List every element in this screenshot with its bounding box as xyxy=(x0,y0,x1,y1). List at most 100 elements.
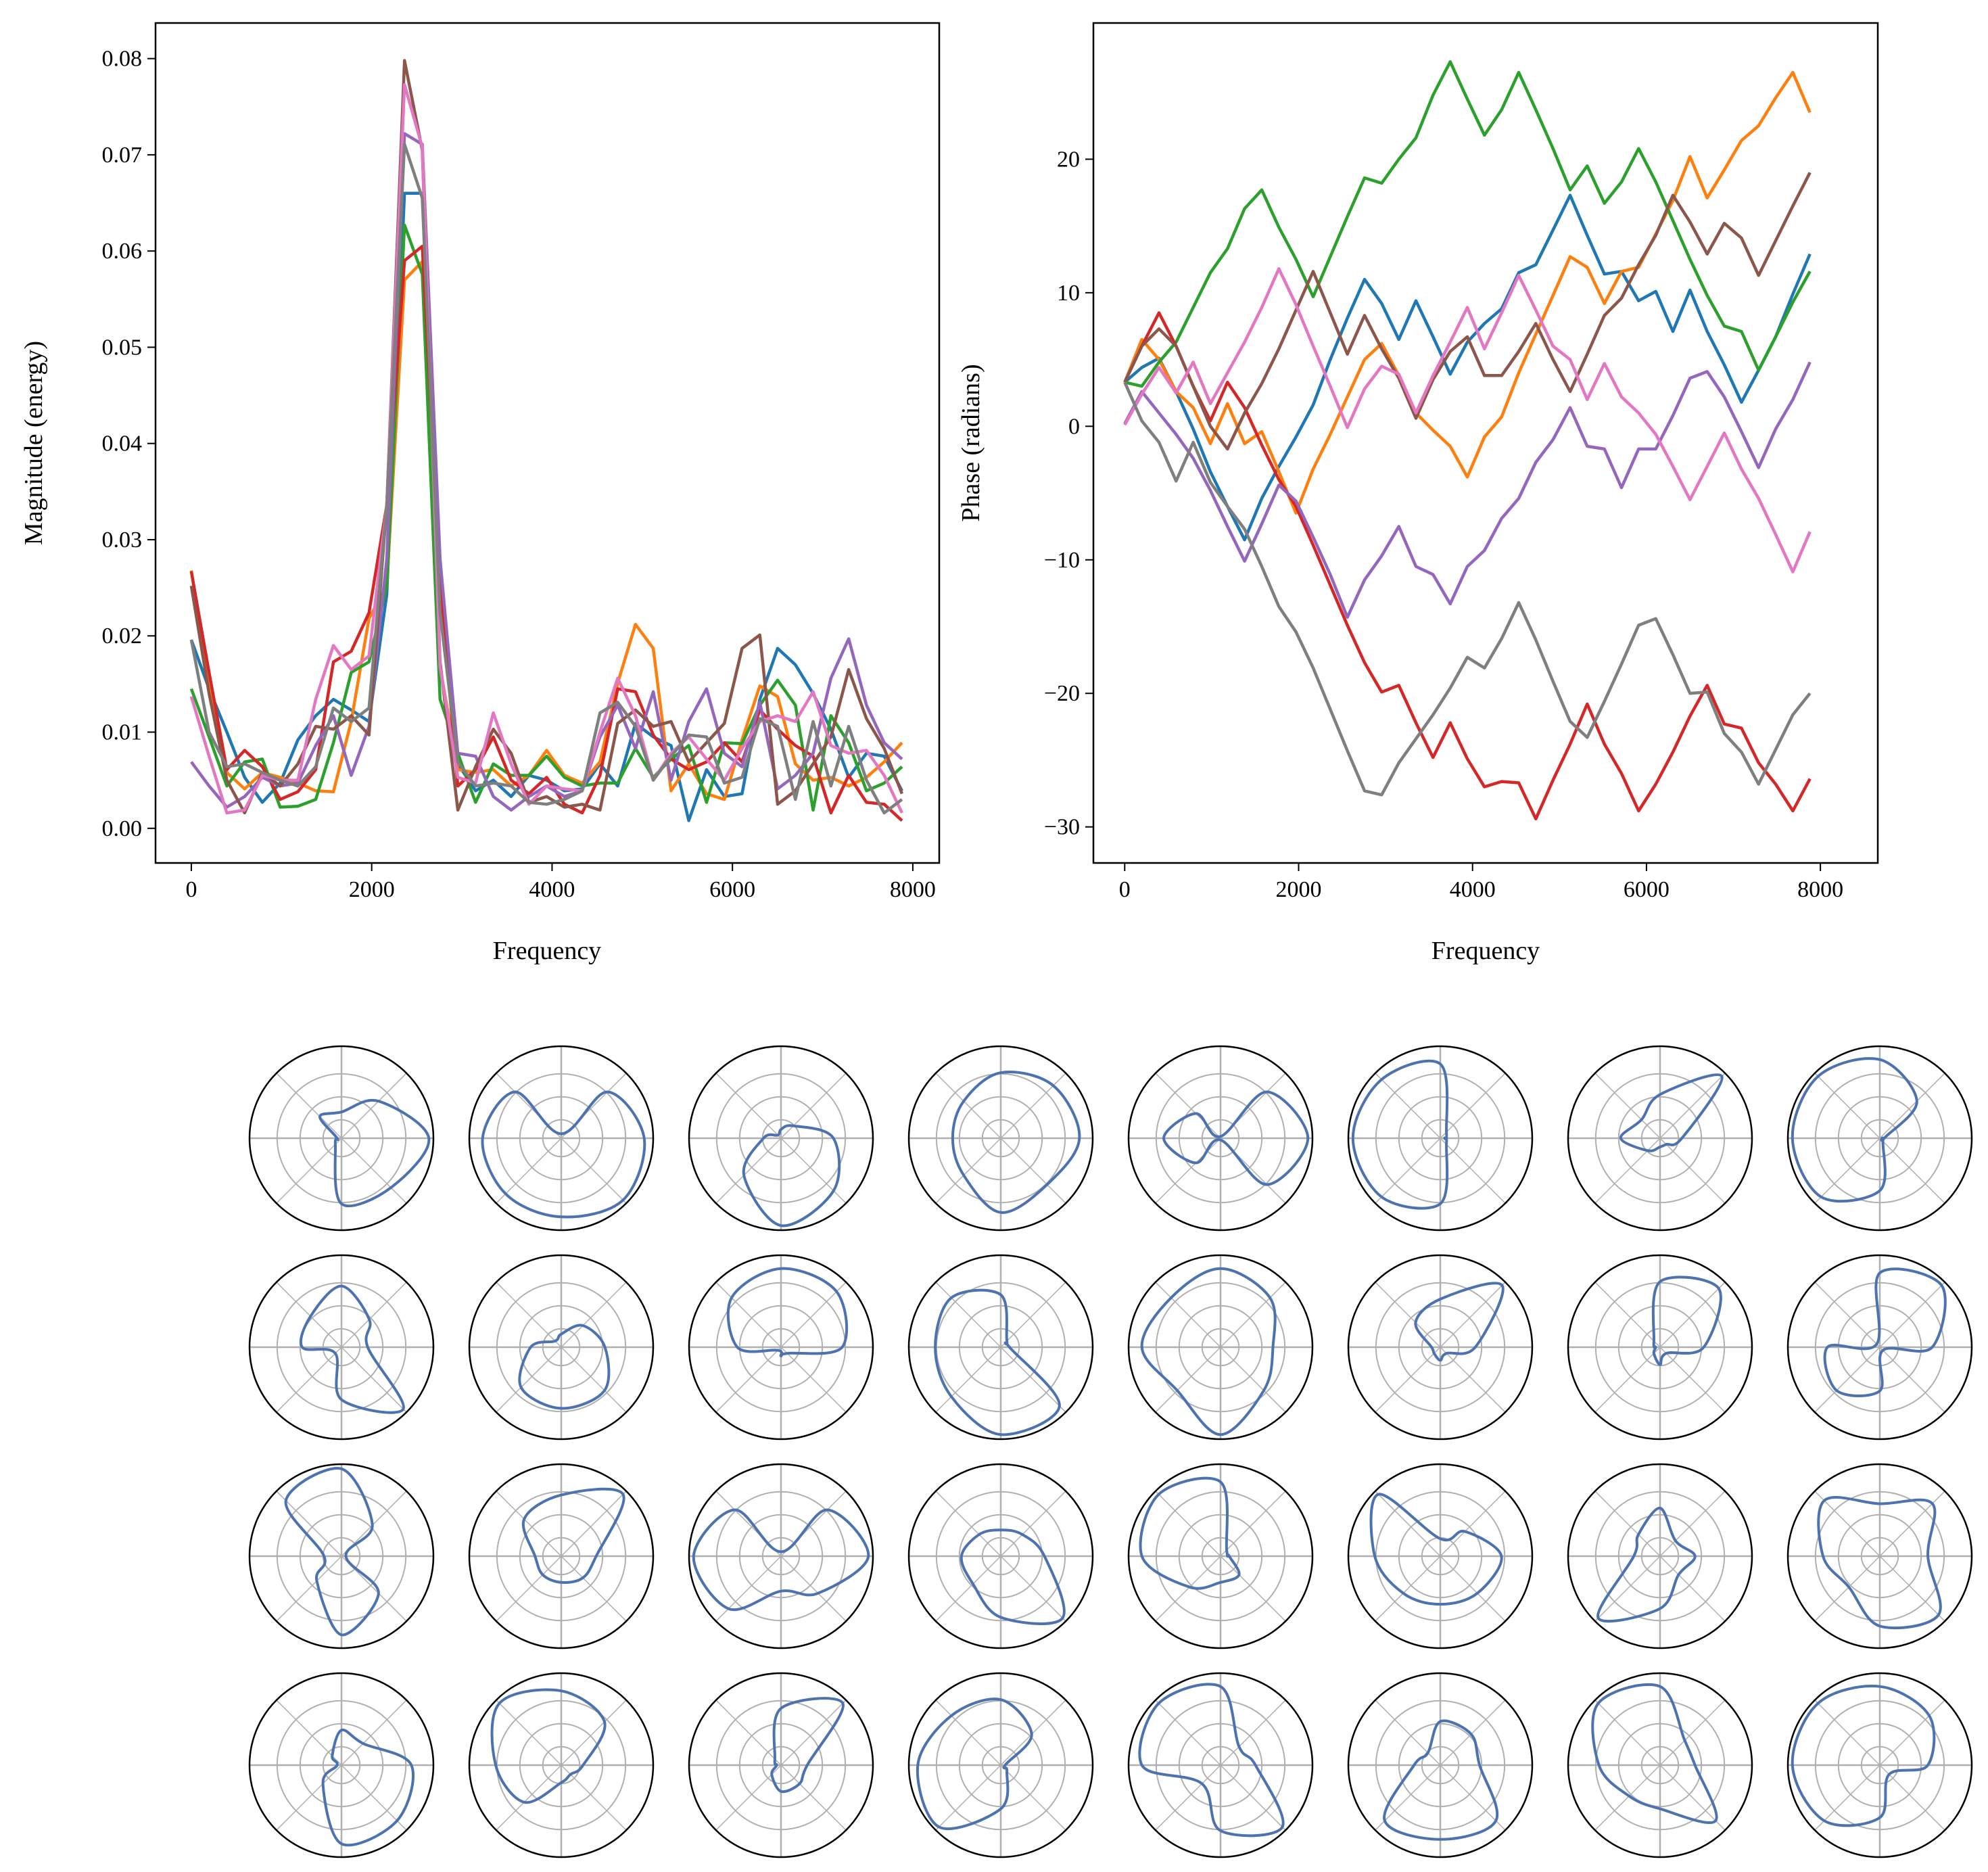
polar-plot-19 xyxy=(688,1463,874,1649)
polar-frame xyxy=(248,1254,435,1441)
series-line-C0 xyxy=(189,191,903,822)
polar-data-line xyxy=(1596,1506,1697,1623)
polar-data-line xyxy=(1140,1267,1277,1436)
polar-plot-24 xyxy=(1786,1463,1973,1649)
polar-plot-27 xyxy=(688,1672,874,1858)
polar-plot-17 xyxy=(248,1463,435,1649)
polar-data-line xyxy=(1823,1267,1947,1397)
polar-grid-spoke xyxy=(935,1073,1066,1204)
series-lines xyxy=(189,59,903,822)
phase-xlabel: Frequency xyxy=(1431,937,1540,965)
polar-grid-spoke xyxy=(1594,1491,1726,1622)
polar-frame xyxy=(907,1672,1094,1858)
series-line-C3 xyxy=(189,244,903,822)
series-line-C7 xyxy=(1123,381,1812,797)
magnitude-ylabel: Magnitude (energy) xyxy=(20,341,48,545)
polar-frame xyxy=(907,1045,1094,1232)
polar-plot-10 xyxy=(468,1254,655,1441)
polar-frame xyxy=(907,1254,1094,1441)
polar-plot-9 xyxy=(248,1254,435,1441)
polar-plot-29 xyxy=(1127,1672,1314,1858)
x-tick-label: 2000 xyxy=(349,877,395,902)
polar-plot-2 xyxy=(468,1045,655,1232)
polar-grid-spoke xyxy=(1375,1073,1506,1204)
polar-data-line xyxy=(1414,1282,1505,1362)
polar-frame xyxy=(907,1463,1094,1649)
polar-grid xyxy=(248,1045,1973,1858)
phase-ylabel: Phase (radians) xyxy=(957,364,985,521)
polar-data-line xyxy=(1351,1059,1449,1210)
polar-grid-spoke xyxy=(1814,1073,1945,1204)
series-line-C1 xyxy=(1123,70,1812,515)
polar-plot-1 xyxy=(248,1045,435,1232)
series-line-C2 xyxy=(1124,60,1812,388)
polar-frame xyxy=(468,1254,655,1441)
polar-grid-spoke xyxy=(935,1700,1066,1831)
polar-plot-31 xyxy=(1567,1672,1753,1858)
polar-plot-25 xyxy=(248,1672,435,1858)
polar-data-line xyxy=(1369,1493,1503,1606)
polar-plot-18 xyxy=(468,1463,655,1649)
magnitude-axes: Frequency Magnitude (energy) 0 2000 4000 60… xyxy=(20,22,941,965)
polar-grid-spoke xyxy=(1594,1282,1726,1413)
y-tick-label: −30 xyxy=(1044,815,1080,840)
polar-data-line xyxy=(951,1071,1081,1214)
x-tick-label: 8000 xyxy=(1797,877,1843,902)
polar-data-line xyxy=(518,1324,611,1410)
polar-plot-5 xyxy=(1127,1045,1314,1232)
polar-plot-22 xyxy=(1347,1463,1534,1649)
y-tick-label: 20 xyxy=(1057,147,1080,172)
series-line-C4 xyxy=(1123,361,1812,619)
polar-frame xyxy=(1786,1254,1973,1441)
polar-data-line xyxy=(960,1528,1066,1625)
polar-frame xyxy=(1127,1672,1314,1858)
polar-data-line xyxy=(692,1508,870,1612)
polar-data-line xyxy=(299,1284,405,1414)
polar-grid-spoke xyxy=(276,1700,407,1831)
polar-grid-spoke xyxy=(1155,1073,1286,1204)
polar-grid-spoke xyxy=(1814,1491,1945,1622)
y-tick-label: 0.01 xyxy=(102,720,143,745)
series-line-C6 xyxy=(189,83,903,815)
polar-grid-spoke xyxy=(1375,1282,1506,1413)
polar-grid-spoke xyxy=(1375,1700,1506,1831)
polar-frame xyxy=(1347,1463,1534,1649)
polar-frame xyxy=(248,1463,435,1649)
polar-grid-spoke xyxy=(496,1700,627,1831)
y-tick-label: 0.02 xyxy=(102,624,143,649)
polar-plot-26 xyxy=(468,1672,655,1858)
polar-plot-20 xyxy=(907,1463,1094,1649)
polar-frame xyxy=(248,1672,435,1858)
polar-data-line xyxy=(934,1288,1061,1436)
polar-data-line xyxy=(481,1090,646,1219)
y-tick-label: 0.07 xyxy=(102,143,143,168)
series-line-C6 xyxy=(1123,267,1812,574)
polar-plot-11 xyxy=(688,1254,874,1441)
y-tick-label: 0.00 xyxy=(102,816,143,841)
polar-data-line xyxy=(916,1698,1033,1831)
polar-grid-spoke xyxy=(496,1491,627,1622)
polar-plot-30 xyxy=(1347,1672,1534,1858)
polar-frame xyxy=(1567,1045,1753,1232)
polar-grid-spoke xyxy=(1155,1700,1286,1831)
polar-frame xyxy=(1347,1672,1534,1858)
polar-frame xyxy=(468,1463,655,1649)
polar-frame xyxy=(688,1463,874,1649)
series-line-C2 xyxy=(189,223,903,812)
polar-grid-spoke xyxy=(935,1491,1066,1622)
x-tick-label: 6000 xyxy=(1624,877,1670,902)
axes-frame xyxy=(154,22,941,864)
x-tick-label: 2000 xyxy=(1276,877,1322,902)
y-tick-label: 0 xyxy=(1068,414,1080,439)
polar-data-line xyxy=(1383,1719,1499,1841)
polar-plot-32 xyxy=(1786,1672,1973,1858)
polar-frame xyxy=(688,1254,874,1441)
polar-plot-6 xyxy=(1347,1045,1534,1232)
polar-data-line xyxy=(521,1487,625,1584)
y-tick-label: −20 xyxy=(1044,681,1080,706)
y-tick-label: 0.05 xyxy=(102,335,143,360)
polar-grid-spoke xyxy=(496,1073,627,1204)
polar-plot-12 xyxy=(907,1254,1094,1441)
polar-plot-16 xyxy=(1786,1254,1973,1441)
